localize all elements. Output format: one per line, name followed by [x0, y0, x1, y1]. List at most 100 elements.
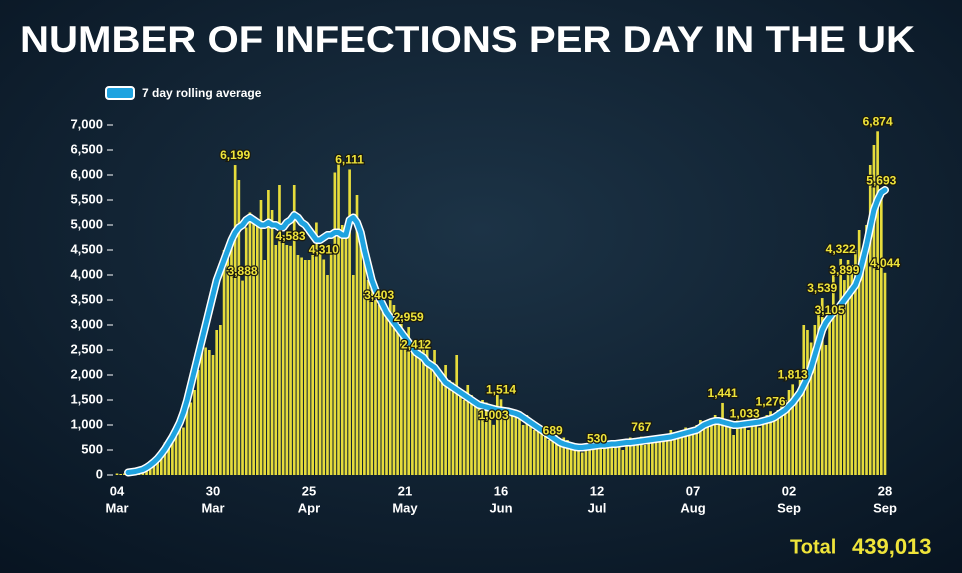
- bar: [518, 415, 521, 475]
- bar: [455, 355, 459, 475]
- bar: [296, 255, 300, 475]
- bar: [555, 435, 558, 475]
- bar: [809, 342, 813, 475]
- bar: [787, 390, 791, 475]
- bar: [569, 445, 573, 475]
- bar: [163, 442, 167, 475]
- bar: [326, 275, 329, 475]
- bar: [868, 165, 872, 475]
- bar: [710, 420, 713, 475]
- bar: [628, 437, 632, 475]
- bar: [193, 390, 196, 475]
- bar: [447, 380, 451, 475]
- bar: [466, 385, 470, 475]
- bar: [411, 345, 414, 475]
- x-tick-month: Jun: [489, 500, 512, 515]
- bar: [322, 259, 326, 475]
- bar: [303, 260, 307, 475]
- bar: [735, 417, 739, 475]
- bar: [791, 384, 795, 475]
- bar: [673, 432, 676, 475]
- y-tick-label: 4,000: [70, 266, 103, 281]
- x-tick-day: 30: [206, 483, 220, 498]
- bar: [651, 437, 654, 475]
- bar: [521, 425, 525, 475]
- bar: [414, 354, 418, 475]
- value-label: 689: [543, 424, 563, 438]
- bar: [403, 335, 407, 475]
- y-tick-label: 5,500: [70, 191, 103, 206]
- bar: [425, 350, 429, 475]
- bar: [588, 447, 591, 475]
- bar: [230, 240, 233, 475]
- bar: [879, 190, 883, 475]
- bar: [396, 320, 399, 475]
- bar: [514, 412, 518, 475]
- bar: [636, 440, 639, 475]
- value-label: 4,044: [870, 256, 900, 270]
- bar: [178, 425, 182, 475]
- bar: [857, 230, 861, 475]
- value-label: 2,412: [401, 338, 431, 352]
- bar: [388, 300, 392, 475]
- bar: [222, 250, 226, 475]
- x-tick-day: 04: [110, 483, 125, 498]
- value-label: 3,105: [815, 303, 845, 317]
- bar: [399, 315, 403, 475]
- y-tick-label: 2,500: [70, 341, 103, 356]
- bar: [219, 325, 222, 475]
- y-tick-label: 5,000: [70, 216, 103, 231]
- bar: [300, 257, 303, 475]
- bar: [536, 425, 540, 475]
- bar: [156, 457, 159, 475]
- bar: [503, 415, 507, 475]
- bar: [728, 425, 732, 475]
- bar: [706, 425, 710, 475]
- y-tick-label: 1,500: [70, 391, 103, 406]
- value-label: 6,874: [863, 114, 893, 128]
- bar: [747, 430, 750, 475]
- bar: [119, 474, 123, 475]
- bar: [854, 250, 857, 475]
- x-tick-day: 25: [302, 483, 316, 498]
- x-tick-month: Jul: [588, 500, 607, 515]
- bar: [204, 347, 207, 475]
- bar: [806, 330, 809, 475]
- bar: [348, 169, 351, 475]
- bar: [824, 345, 828, 475]
- bar: [820, 298, 824, 475]
- bar: [632, 442, 636, 475]
- bar: [207, 350, 211, 475]
- bar: [459, 392, 462, 475]
- bar: [795, 400, 798, 475]
- value-label: 4,583: [276, 229, 306, 243]
- value-label: 3,539: [807, 281, 837, 295]
- bar: [843, 280, 846, 475]
- bar: [278, 185, 281, 475]
- bar: [547, 440, 551, 475]
- value-label: 1,813: [778, 368, 808, 382]
- bar: [363, 245, 366, 475]
- bar: [407, 327, 411, 475]
- bar: [244, 227, 248, 475]
- bar: [274, 245, 278, 475]
- bar: [495, 395, 499, 475]
- bar: [270, 210, 274, 475]
- bar: [148, 465, 152, 475]
- bar: [337, 160, 340, 475]
- bar: [617, 440, 621, 475]
- bar: [451, 382, 455, 475]
- x-tick-day: 21: [398, 483, 412, 498]
- bar: [440, 377, 444, 475]
- bar: [643, 445, 647, 475]
- bar: [241, 280, 244, 475]
- value-label: 2,959: [394, 310, 424, 324]
- bar: [621, 450, 625, 475]
- value-label: 1,276: [756, 394, 786, 408]
- bar: [329, 252, 333, 475]
- value-label: 6,111: [335, 153, 364, 167]
- bar: [647, 442, 651, 475]
- bar: [687, 432, 691, 475]
- bar: [215, 330, 219, 475]
